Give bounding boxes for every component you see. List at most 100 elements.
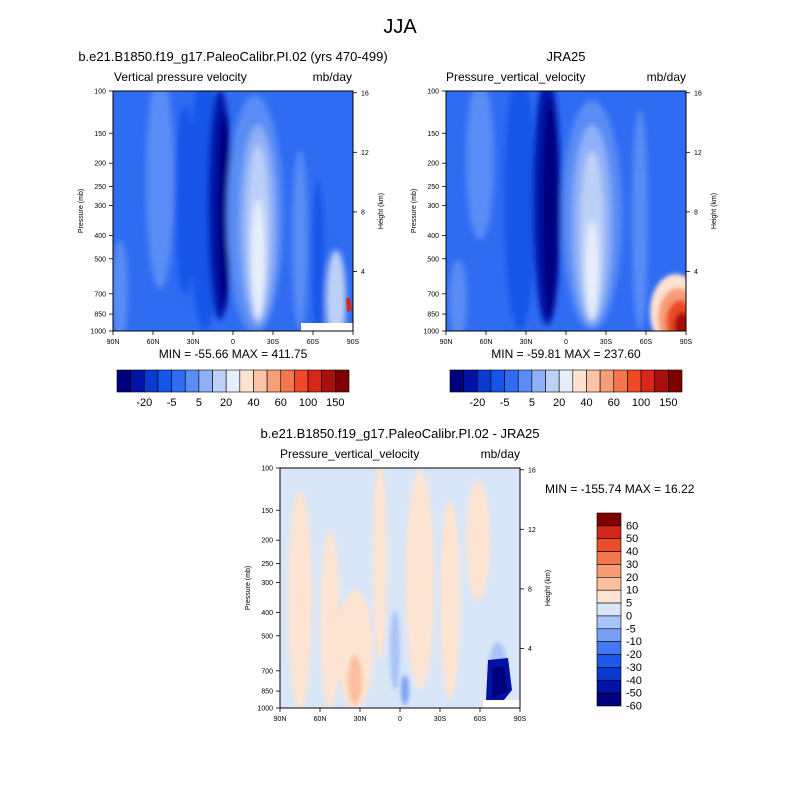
colorbar-swatch: [143, 369, 159, 393]
colorbar-swatch: [558, 369, 574, 393]
colorbar-label: -20: [136, 397, 152, 409]
colorbar-swatch: [640, 369, 656, 393]
colorbar-swatch: [531, 369, 546, 393]
colorbar-label: 60: [275, 397, 287, 409]
colorbar-swatch: [198, 369, 213, 393]
colorbar-label: 40: [247, 397, 259, 409]
panel-model-field: [113, 91, 353, 331]
panel-obs-field: [446, 91, 686, 331]
y-tick-label: 850: [94, 312, 106, 319]
panel-obs-title: JRA25: [546, 49, 585, 64]
y-tick-label: 850: [427, 312, 439, 319]
y-tick-label: 250: [427, 184, 439, 191]
colorbar-swatch: [157, 369, 172, 393]
y-tick-label: 100: [94, 89, 106, 96]
x-tick-label: 90S: [347, 339, 360, 346]
colorbar-swatch: [596, 525, 622, 540]
y-tick-label: 700: [261, 668, 273, 675]
colorbar-swatch: [225, 369, 241, 393]
colorbar-label: 20: [553, 397, 565, 409]
colorbar-label: -5: [500, 397, 510, 409]
colorbar-label: 5: [529, 397, 535, 409]
colorbar-label: 60: [626, 520, 638, 532]
colorbar-label: 60: [608, 397, 620, 409]
colorbar-swatch: [449, 369, 464, 393]
colorbar-swatch: [116, 369, 131, 393]
x-tick-label: 90S: [680, 339, 693, 346]
x-tick-label: 0: [231, 339, 235, 346]
colorbar-swatch: [596, 654, 622, 668]
page-title: JJA: [383, 16, 417, 38]
y-axis-label: Pressure (mb): [411, 189, 418, 233]
y-tick-label: 100: [261, 466, 273, 473]
y-tick-label: 1000: [90, 329, 106, 336]
colorbar-swatch: [476, 369, 492, 393]
colorbar-swatch: [294, 369, 309, 393]
y-tick-label: 500: [427, 256, 439, 263]
panel-model-right-label: mb/day: [313, 70, 352, 84]
panel-diff-right-label: mb/day: [481, 447, 520, 461]
colorbar-swatch: [599, 369, 615, 393]
x-tick-label: 60S: [307, 339, 320, 346]
panel-diff: b.e21.B1850.f19_g17.PaleoCalibr.PI.02 - …: [245, 426, 695, 723]
colorbar-swatch: [627, 369, 642, 393]
y-tick-label: 700: [94, 291, 106, 298]
colorbar-label: 10: [626, 585, 638, 597]
y2-tick-label: 4: [361, 269, 365, 276]
y-tick-label: 700: [427, 291, 439, 298]
colorbar-label: 20: [220, 397, 232, 409]
colorbar-swatch: [596, 667, 622, 681]
x-tick-label: 60N: [480, 339, 493, 346]
colorbar-label: 100: [632, 397, 650, 409]
colorbar-swatch: [266, 369, 282, 393]
colorbar-swatch: [239, 369, 254, 393]
colorbar-label: 40: [580, 397, 592, 409]
panel-obs-left-label: Pressure_vertical_velocity: [446, 70, 585, 84]
colorbar-label: -5: [626, 623, 636, 635]
colorbar-swatch: [130, 369, 145, 393]
colorbar-label: 40: [626, 546, 638, 558]
colorbar-swatch: [596, 589, 622, 604]
y-tick-label: 500: [94, 256, 106, 263]
colorbar-label: -60: [626, 701, 642, 713]
y-tick-label: 500: [261, 633, 273, 640]
panel-obs-colorbar: -20 -5 5 20 40 60 100 150: [449, 369, 683, 409]
colorbar-swatch: [654, 369, 669, 393]
y-tick-label: 150: [261, 508, 273, 515]
panel-model-title: b.e21.B1850.f19_g17.PaleoCalibr.PI.02 (y…: [78, 49, 387, 64]
y-tick-label: 250: [261, 561, 273, 568]
y2-tick-label: 12: [528, 527, 536, 534]
colorbar-label: 20: [626, 572, 638, 584]
colorbar-label: -40: [626, 675, 642, 687]
colorbar-swatch: [668, 369, 683, 393]
panel-model-stats: MIN = -55.66 MAX = 411.75: [159, 347, 308, 361]
y2-tick-label: 8: [528, 586, 532, 593]
colorbar-swatch: [596, 602, 622, 617]
colorbar-label: 5: [196, 397, 202, 409]
panel-obs: JRA25 Pressure_vertical_velocity mb/day: [411, 49, 718, 409]
y-tick-label: 850: [261, 689, 273, 696]
y2-tick-label: 16: [694, 90, 702, 97]
y-tick-label: 150: [427, 131, 439, 138]
colorbar-label: -5: [167, 397, 177, 409]
colorbar-swatch: [307, 369, 323, 393]
y2-tick-label: 16: [361, 90, 369, 97]
colorbar-swatch: [545, 369, 560, 393]
x-tick-label: 90N: [440, 339, 453, 346]
colorbar-swatch: [596, 512, 622, 527]
y2-tick-label: 4: [528, 646, 532, 653]
panel-obs-right-label: mb/day: [647, 70, 686, 84]
y2-axis-label: Height (km): [545, 570, 552, 606]
y2-tick-label: 4: [694, 269, 698, 276]
y-tick-label: 200: [261, 538, 273, 545]
y-axis-label: Pressure (mb): [78, 189, 85, 233]
colorbar-label: -20: [469, 397, 485, 409]
y2-tick-label: 8: [694, 209, 698, 216]
colorbar-swatch: [596, 679, 622, 694]
colorbar-swatch: [280, 369, 295, 393]
panel-diff-left-label: Pressure_vertical_velocity: [280, 447, 419, 461]
colorbar-label: -30: [626, 662, 642, 674]
x-tick-label: 60N: [147, 339, 160, 346]
